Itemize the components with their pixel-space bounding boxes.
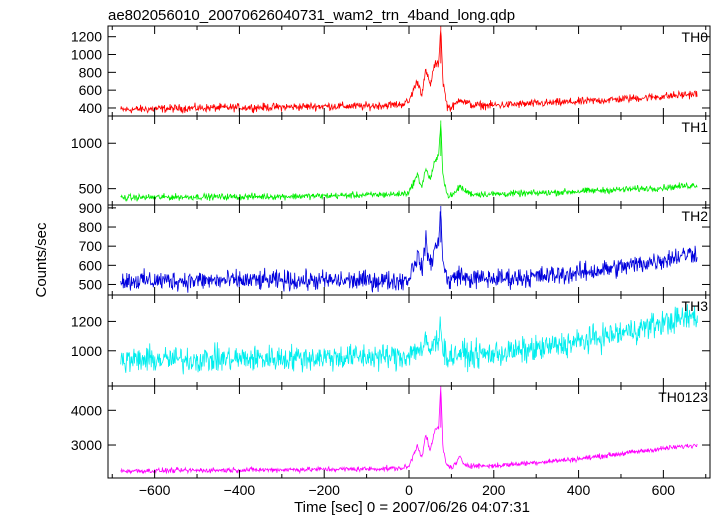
series-line-th2 — [120, 205, 698, 293]
series-line-th0 — [120, 26, 698, 114]
y-tick-label: 400 — [79, 100, 103, 116]
y-tick-label: 900 — [79, 200, 103, 216]
panel-th2: 500 600 700 800 900 TH2 — [79, 200, 711, 296]
panel-label: TH1 — [682, 119, 709, 135]
y-tick-label: 1000 — [71, 343, 102, 359]
y-tick-label: 1200 — [71, 29, 102, 45]
y-tick-label: 700 — [79, 238, 103, 254]
y-axis-label: Counts/sec — [33, 222, 50, 298]
chart-title: ae802056010_20070626040731_wam2_trn_4ban… — [108, 7, 515, 24]
x-tick-label: 400 — [567, 482, 591, 498]
x-tick-label: 0 — [405, 482, 413, 498]
panel-th0123: 3000 4000 TH0123 — [71, 385, 711, 479]
x-tick-label: −200 — [308, 482, 340, 498]
x-axis-label: Time [sec] 0 = 2007/06/26 04:07:31 — [294, 499, 530, 516]
x-tick-label: −600 — [139, 482, 171, 498]
y-tick-label: 1200 — [71, 313, 102, 329]
y-tick-label: 1000 — [71, 135, 102, 151]
series-line-th1 — [120, 120, 698, 202]
x-tick-label: −400 — [224, 482, 256, 498]
x-tick-label: 200 — [482, 482, 506, 498]
panel-frame-top — [107, 294, 711, 387]
panel-label: TH3 — [682, 298, 709, 314]
panel-frame-top — [107, 385, 711, 479]
y-tick-label: 600 — [79, 82, 103, 98]
y-tick-label: 500 — [79, 276, 103, 292]
y-tick-label: 1000 — [71, 47, 102, 63]
panel-frame — [107, 294, 711, 387]
series-line-th0123 — [120, 386, 698, 475]
panel-label: TH0 — [682, 29, 709, 45]
y-tick-label: 600 — [79, 257, 103, 273]
panel-label: TH0123 — [658, 389, 708, 405]
series-line-th3 — [120, 304, 698, 375]
y-tick-label: 3000 — [71, 437, 102, 453]
y-tick-label: 800 — [79, 219, 103, 235]
y-tick-label: 500 — [79, 181, 103, 197]
panel-frame — [107, 385, 711, 479]
y-tick-label: 4000 — [71, 402, 102, 418]
panel-th1: 500 1000 TH1 — [71, 115, 711, 206]
x-tick-label: 600 — [652, 482, 676, 498]
panel-label: TH2 — [682, 208, 709, 224]
y-tick-label: 800 — [79, 64, 103, 80]
panel-th3: 1000 1200 TH3 — [71, 294, 711, 387]
